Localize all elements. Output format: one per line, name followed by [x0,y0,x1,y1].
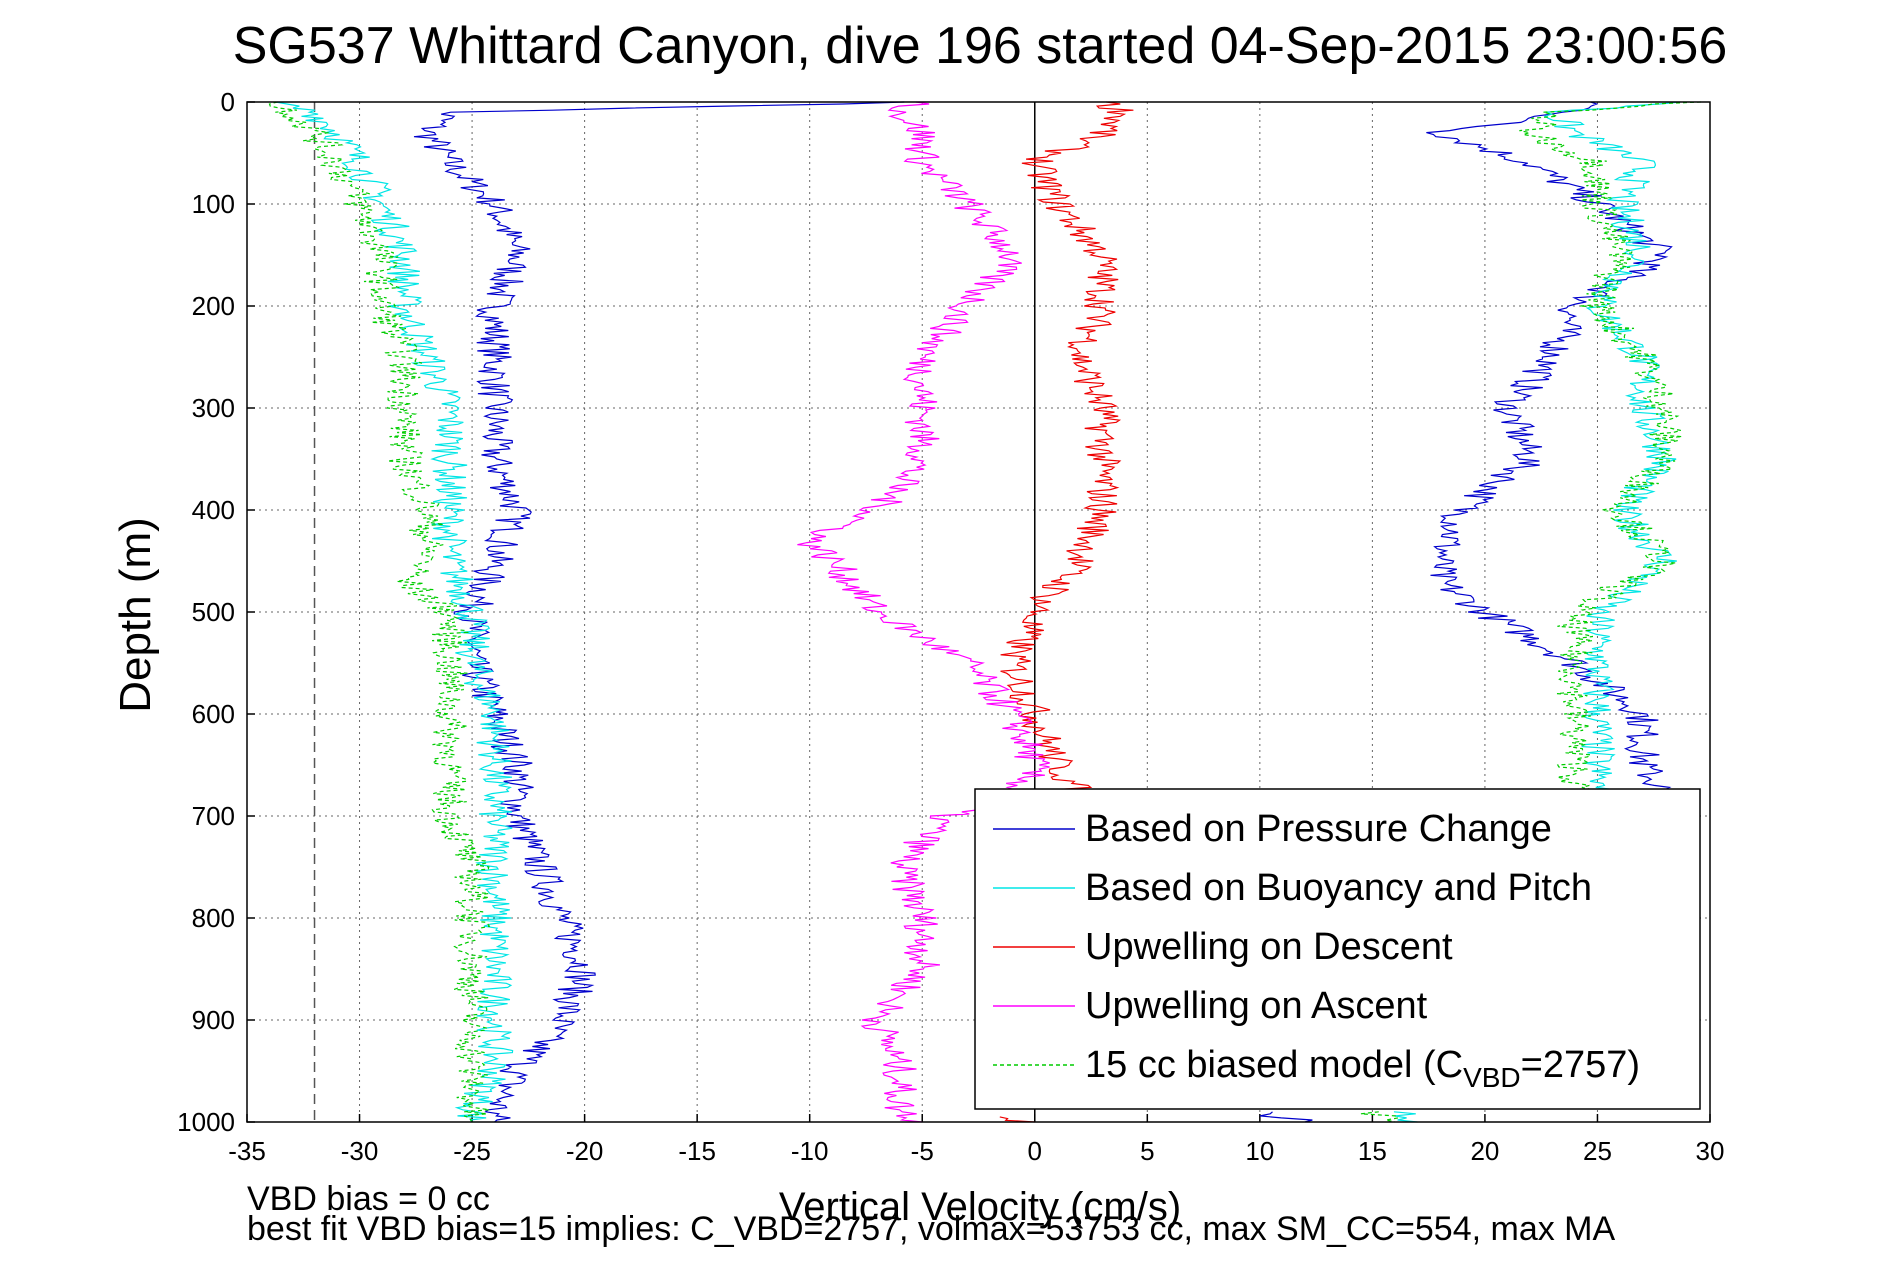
series-line [797,101,1050,1123]
x-tick-label: -35 [228,1136,266,1166]
series-1 [413,101,1678,1123]
series-line [1393,1111,1418,1123]
y-tick-labels: 0 100 200 300 400 500 600 700 800 900 1000 [177,87,235,1137]
y-tick-label: 300 [192,393,235,423]
x-tick-label: 5 [1140,1136,1154,1166]
x-tick-label: -25 [453,1136,491,1166]
y-tick-label: 1000 [177,1107,235,1137]
x-tick-label: 30 [1696,1136,1725,1166]
series-4 [797,101,1050,1123]
best-fit-note: best fit VBD bias=15 implies: C_VBD=2757… [247,1210,1616,1248]
legend-entry: Upwelling on Descent [993,926,1453,968]
y-tick-label: 900 [192,1005,235,1035]
y-tick-label: 800 [192,903,235,933]
legend-label: 15 cc biased model (CVBD=2757) [1085,1044,1640,1093]
legend-entry: Based on Buoyancy and Pitch [993,867,1592,909]
y-tick-label: 500 [192,597,235,627]
series-line [413,101,905,1123]
series-3 [999,101,1134,1123]
series-5 [268,101,1702,1123]
y-tick-label: 700 [192,801,235,831]
x-tick-label: -10 [791,1136,829,1166]
x-tick-label: 10 [1245,1136,1274,1166]
y-tick-label: 100 [192,189,235,219]
chart-title: SG537 Whittard Canyon, dive 196 started … [233,17,1728,75]
legend-entry: Based on Pressure Change [993,808,1552,850]
vbd-bias-note: VBD bias = 0 cc [247,1180,490,1218]
y-tick-label: 0 [221,87,235,117]
series-line [1000,101,1134,797]
legend-label: Upwelling on Ascent [1085,985,1428,1027]
legend: Based on Pressure Change Based on Buoyanc… [974,788,1701,1110]
plot-frame [246,101,1711,1123]
y-axis-label: Depth (m) [111,517,160,713]
x-tick-label: 25 [1583,1136,1612,1166]
x-tick-label: -30 [341,1136,379,1166]
legend-entry: 15 cc biased model (CVBD=2757) [993,1044,1640,1093]
x-tick-label: -20 [566,1136,604,1166]
x-tick-label: -15 [678,1136,716,1166]
y-tick-label: 400 [192,495,235,525]
legend-label: Based on Buoyancy and Pitch [1085,867,1592,909]
series-line [1259,1111,1313,1123]
y-tick-label: 200 [192,291,235,321]
legend-label: Upwelling on Descent [1085,926,1453,968]
legend-entry: Upwelling on Ascent [993,985,1428,1027]
series-layer [268,101,1702,1123]
series-2 [275,101,1681,1123]
x-tick-labels: -35 -30 -25 -20 -15 -10 -5 0 5 10 15 20 25 30 [228,1136,1724,1166]
x-axis-label: Vertical Velocity (cm/s) [779,1185,1181,1229]
x-tick-label: -5 [911,1136,934,1166]
legend-box [974,788,1701,1110]
series-line [1426,101,1678,797]
series-line [999,1116,1035,1123]
series-line [1519,101,1702,797]
series-line [1543,101,1681,797]
legend-label: Based on Pressure Change [1085,808,1552,850]
series-line [275,101,514,1123]
series-line [1360,1111,1400,1123]
x-tick-label: 15 [1358,1136,1387,1166]
x-tick-label: 0 [1028,1136,1042,1166]
x-tick-label: 20 [1470,1136,1499,1166]
y-tick-label: 600 [192,699,235,729]
series-line [268,101,491,1123]
